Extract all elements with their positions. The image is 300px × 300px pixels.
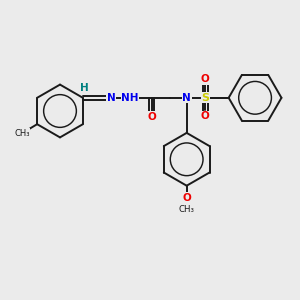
Text: O: O [201,74,210,84]
Text: H: H [80,83,89,93]
Text: N: N [107,93,116,103]
Text: CH₃: CH₃ [179,205,195,214]
Text: O: O [147,112,156,122]
Text: O: O [201,111,210,122]
Text: S: S [201,93,209,103]
Text: NH: NH [121,93,139,103]
Text: O: O [182,193,191,203]
Text: CH₃: CH₃ [14,129,30,138]
Text: N: N [182,93,191,103]
